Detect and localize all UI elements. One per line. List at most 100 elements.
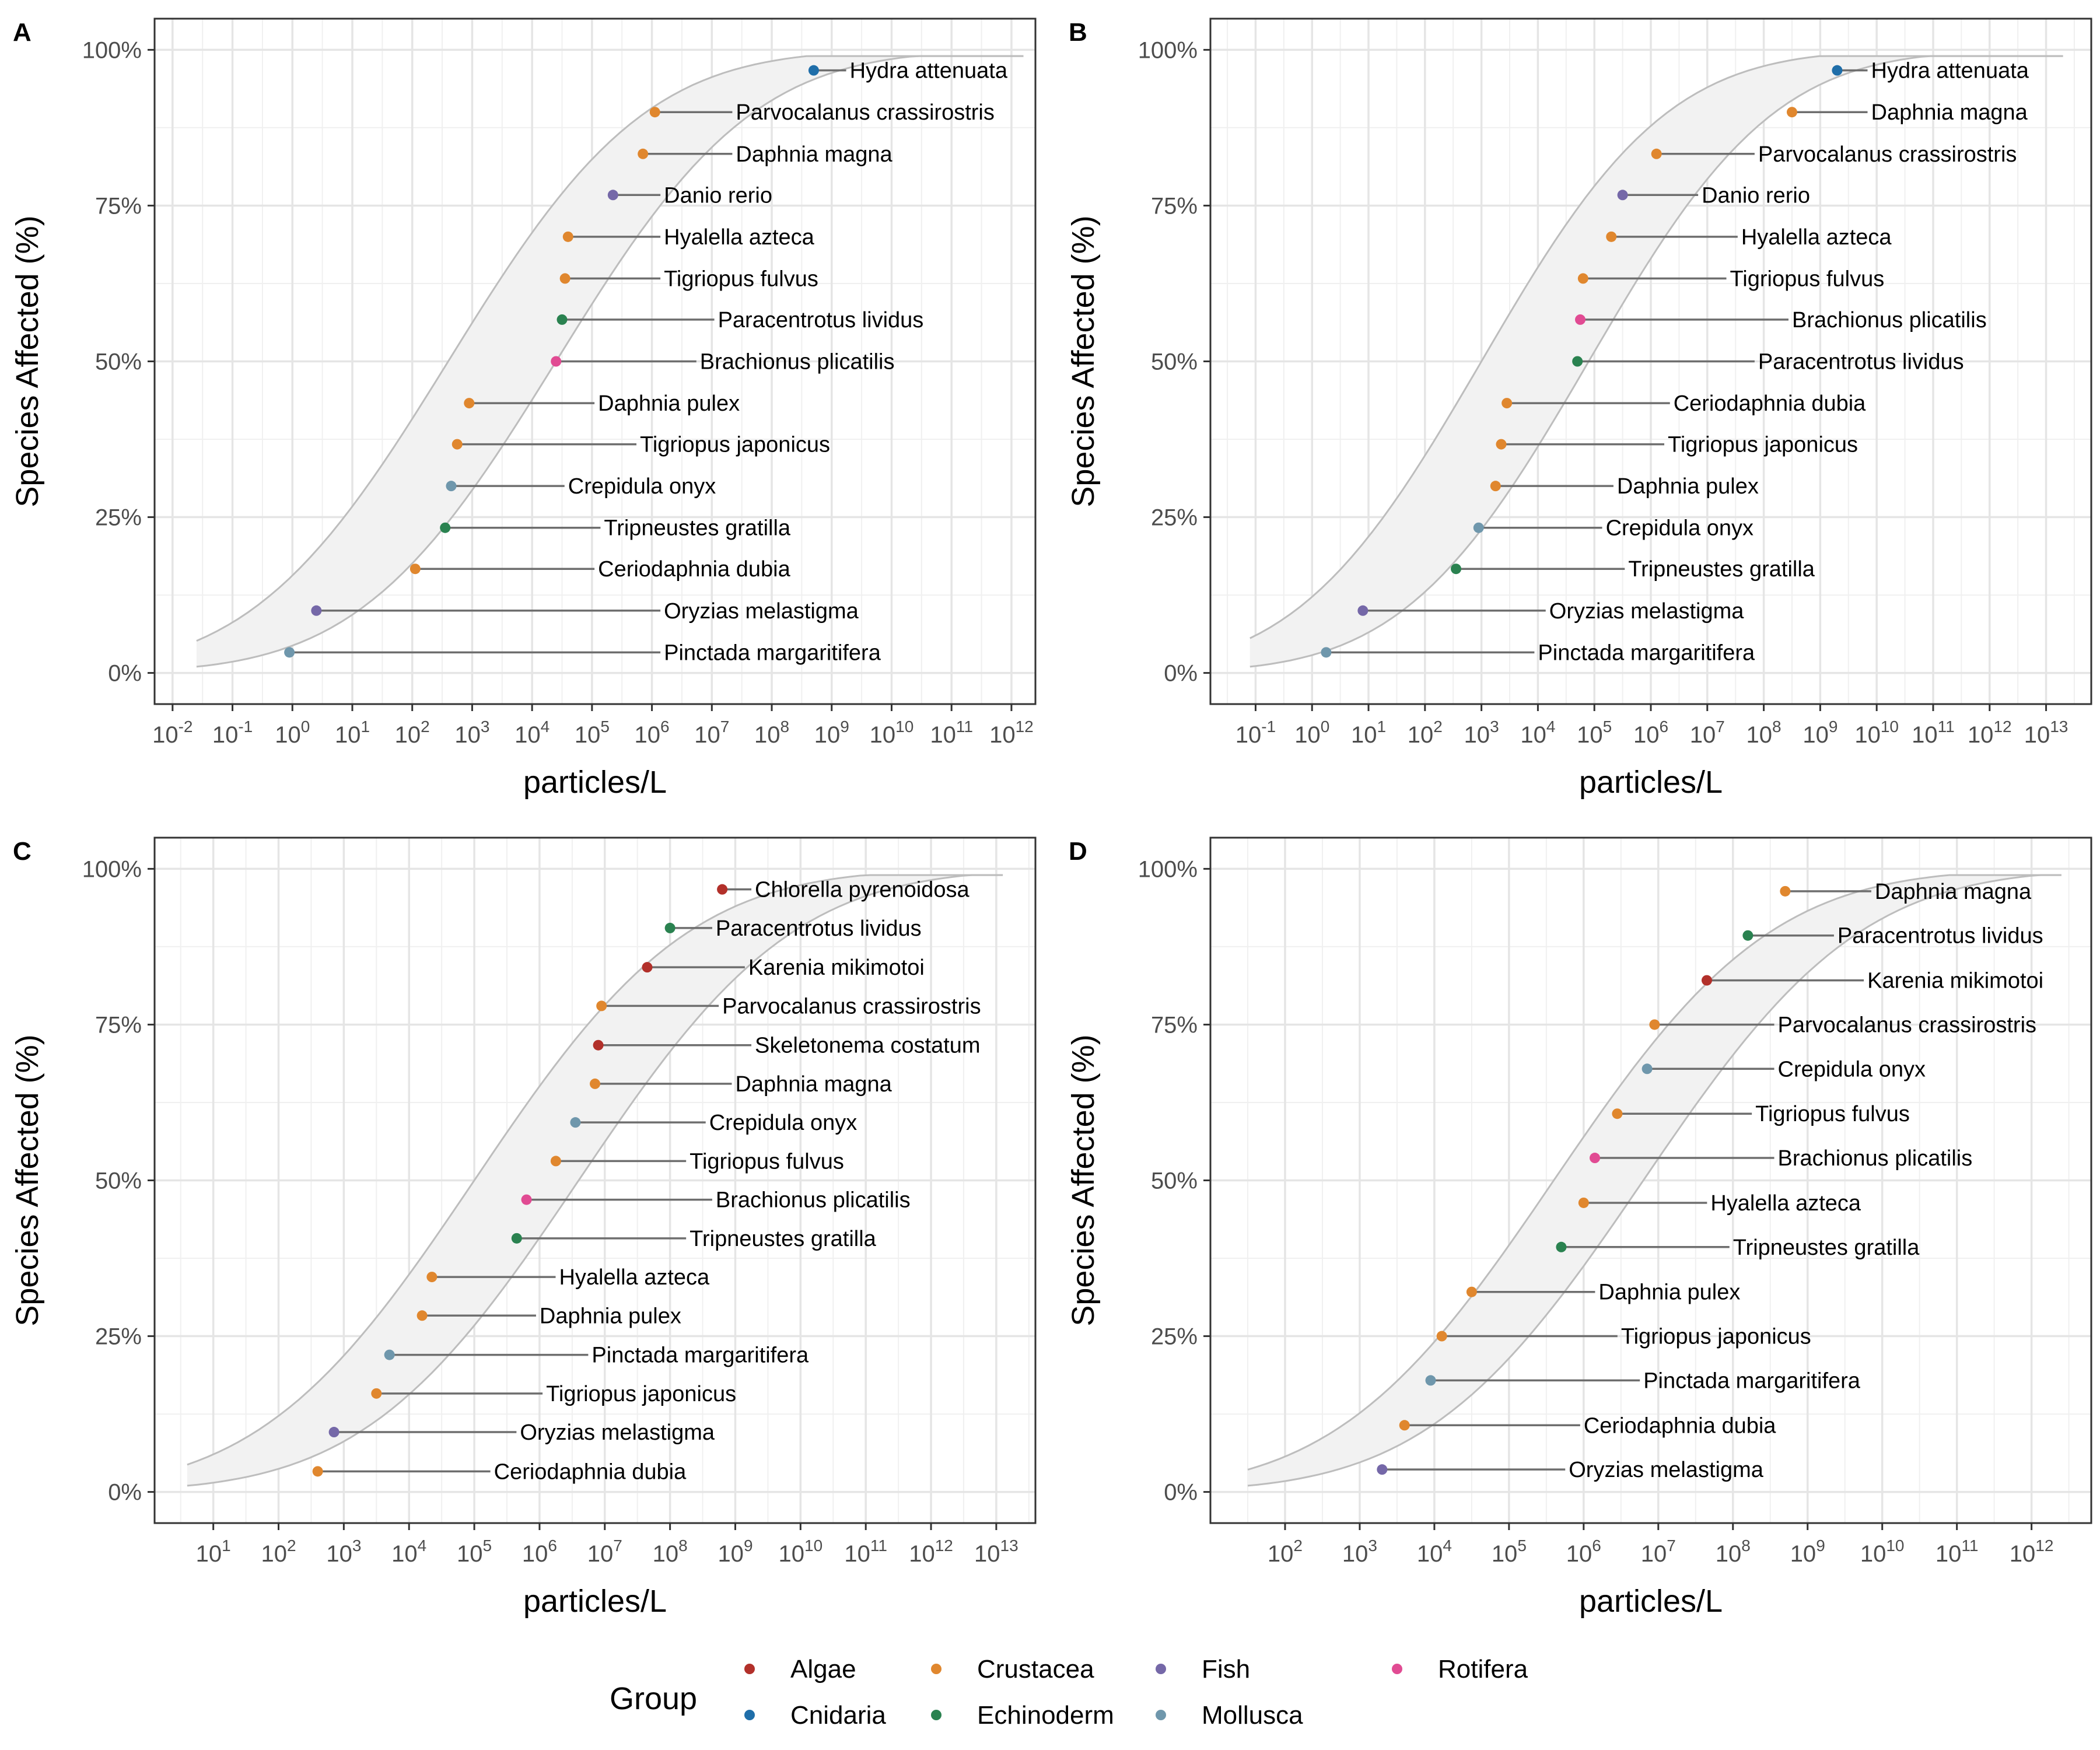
legend-label: Fish (1202, 1655, 1250, 1684)
legend-swatch (931, 1664, 942, 1674)
species-point-group: Daphnia pulex (1466, 1280, 1740, 1305)
species-point-group: Daphnia magna (1780, 880, 2032, 904)
species-label: Karenia mikimotoi (1867, 969, 2043, 993)
species-point (384, 1349, 395, 1360)
species-label: Brachionus plicatilis (1792, 308, 1987, 332)
y-tick-label: 100% (1138, 37, 1198, 63)
species-point (1577, 273, 1588, 284)
species-label: Danio rerio (664, 183, 772, 208)
species-point (1642, 1063, 1653, 1074)
species-point (1590, 1153, 1601, 1164)
species-label: Oryzias melastigma (520, 1420, 715, 1445)
species-label: Daphnia pulex (598, 391, 740, 416)
species-label: Crepidula onyx (1778, 1057, 1926, 1082)
x-tick-label: 1011 (930, 718, 973, 748)
species-label: Hyalella azteca (1710, 1191, 1861, 1216)
species-point-group: Brachionus plicatilis (1590, 1146, 1972, 1171)
panel-d: Daphnia magna Paracentrotus lividus Kareni… (1066, 836, 2092, 1619)
species-point (607, 190, 618, 201)
legend-swatch (1156, 1710, 1166, 1720)
species-point-group: Tripneustes gratilla (440, 516, 791, 541)
legend-swatch (931, 1710, 942, 1720)
species-point (570, 1117, 581, 1128)
panel-letter: D (1069, 837, 1087, 866)
species-point-group: Daphnia magna (590, 1072, 892, 1097)
panel-letter: A (13, 18, 32, 47)
upper-bound-curve (1247, 874, 2062, 1471)
x-tick-label: 103 (1464, 718, 1499, 748)
x-tick-label: 108 (754, 718, 789, 748)
species-point-group: Danio rerio (1617, 183, 1810, 208)
x-tick-label: 109 (814, 718, 849, 748)
species-point-group: Paracentrotus lividus (664, 916, 922, 941)
species-label: Daphnia magna (735, 1072, 892, 1097)
x-tick-label: 1012 (1968, 718, 2012, 748)
x-tick-label: 107 (1641, 1536, 1676, 1567)
species-label: Hyalella azteca (664, 225, 815, 250)
y-tick-label: 100% (82, 37, 142, 63)
species-point-group: Parvocalanus crassirostris (596, 994, 981, 1019)
species-point-group: Daphnia pulex (1490, 474, 1759, 499)
species-point (1321, 647, 1332, 658)
species-point (1742, 930, 1754, 941)
lower-bound-curve (1247, 874, 2062, 1487)
species-point-group: Tigriopus japonicus (1496, 433, 1858, 457)
species-point-group: Tigriopus japonicus (371, 1382, 736, 1406)
species-point-group: Ceriodaphnia dubia (1399, 1413, 1776, 1438)
species-point (562, 231, 573, 242)
species-point-group: Tigriopus fulvus (1612, 1102, 1910, 1126)
x-tick-label: 10-1 (212, 718, 253, 748)
y-tick-label: 25% (95, 1324, 142, 1350)
x-tick-label: 10-2 (152, 718, 192, 748)
x-tick-label: 1010 (870, 718, 914, 748)
species-point (1572, 356, 1583, 367)
species-point-group: Parvocalanus crassirostris (649, 100, 995, 125)
x-tick-label: 1013 (974, 1536, 1019, 1567)
x-tick-label: 107 (694, 718, 729, 748)
species-point (1575, 314, 1586, 325)
species-label: Brachionus plicatilis (716, 1188, 911, 1213)
species-point (1617, 190, 1628, 201)
species-point (426, 1272, 438, 1283)
species-point-group: Karenia mikimotoi (642, 956, 925, 980)
confidence-ribbon (187, 875, 1003, 1486)
y-tick-label: 50% (95, 349, 142, 375)
x-tick-label: 105 (1492, 1536, 1527, 1567)
species-point-group: Brachionus plicatilis (551, 350, 894, 374)
y-tick-label: 75% (1151, 193, 1198, 219)
species-point-group: Crepidula onyx (446, 474, 716, 499)
species-point (371, 1388, 382, 1399)
y-tick-label: 50% (1151, 349, 1198, 375)
x-tick-label: 102 (395, 718, 430, 748)
panel-letter: C (13, 837, 32, 866)
species-point-group: Tripneustes gratilla (1556, 1236, 1920, 1260)
species-point-group: Tigriopus japonicus (1436, 1325, 1811, 1349)
confidence-ribbon (1248, 875, 2062, 1486)
species-point (593, 1040, 604, 1051)
x-tick-label: 104 (514, 718, 550, 748)
species-label: Parvocalanus crassirostris (736, 100, 994, 125)
x-tick-label: 1012 (909, 1536, 953, 1567)
species-label: Tigriopus fulvus (1755, 1102, 1910, 1126)
panel-letter: B (1069, 18, 1087, 47)
species-label: Daphnia magna (736, 142, 892, 167)
x-tick-label: 106 (635, 718, 670, 748)
species-point (1649, 1019, 1660, 1030)
legend-label: Echinoderm (977, 1701, 1114, 1730)
species-point-group: Tigriopus fulvus (1577, 267, 1884, 291)
species-point-group: Hyalella azteca (562, 225, 815, 250)
species-point (1377, 1464, 1388, 1475)
species-label: Paracentrotus lividus (1838, 924, 2043, 949)
y-axis-title: Species Affected (%) (10, 215, 45, 507)
legend-item: Fish (1156, 1655, 1250, 1684)
species-point (312, 1466, 323, 1477)
species-point (1496, 439, 1507, 450)
x-tick-label: 101 (335, 718, 370, 748)
species-point (1436, 1331, 1447, 1342)
species-point-group: Crepidula onyx (1473, 516, 1754, 541)
x-tick-label: 103 (454, 718, 489, 748)
y-axis: 0% 25% 50% 75% 100% (82, 37, 155, 687)
species-point (440, 522, 451, 533)
legend-item: Crustacea (931, 1655, 1094, 1684)
x-tick-label: 103 (1342, 1536, 1377, 1567)
